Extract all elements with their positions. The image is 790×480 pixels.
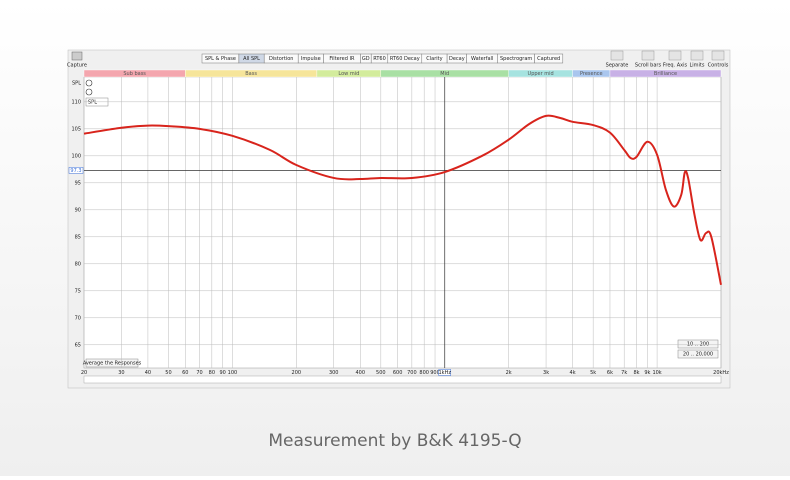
x-tick-label: 1kHz [439, 370, 452, 376]
tool-icon[interactable] [610, 50, 624, 61]
tab-label[interactable]: Captured [537, 56, 560, 62]
tool-icon[interactable] [690, 50, 704, 61]
tool-icon[interactable] [641, 50, 655, 61]
spl-select-text[interactable]: SPL [88, 100, 97, 106]
x-tick-label: 10k [652, 370, 661, 376]
range-button[interactable] [677, 339, 719, 349]
capture-label[interactable]: Capture [67, 63, 87, 69]
x-tick-label: 90 [220, 370, 226, 376]
tab-label[interactable]: Impulse [301, 56, 321, 62]
tab-label[interactable]: Clarity [426, 56, 442, 62]
x-tick-label: 500 [376, 370, 386, 376]
y-tick-label: 65 [75, 342, 81, 348]
tool-label[interactable]: Controls [708, 63, 729, 69]
tab-label[interactable]: Decay [449, 56, 465, 62]
x-tick-label: 9k [644, 370, 650, 376]
tab-label[interactable]: Waterfall [471, 56, 493, 62]
tab-label[interactable]: All SPL [243, 56, 260, 62]
tool-icon[interactable] [711, 50, 725, 61]
x-tick-label: 2k [506, 370, 512, 376]
y-tick-label: 70 [75, 315, 81, 321]
x-tick-label: 100 [228, 370, 238, 376]
y-tick-label: 110 [71, 99, 81, 105]
x-tick-label: 50 [165, 370, 171, 376]
zoom-out[interactable] [85, 88, 93, 96]
response-curve [83, 114, 722, 286]
average-button[interactable] [85, 358, 139, 368]
x-tick-label: 3k [543, 370, 549, 376]
x-tick-label: 200 [292, 370, 302, 376]
tool-label[interactable]: Freq. Axis [663, 63, 688, 69]
y-tick-label: 95 [75, 180, 81, 186]
average-button-text[interactable]: Average the Responses [83, 361, 142, 367]
zoom-in[interactable] [85, 79, 93, 87]
tool-icon[interactable] [668, 50, 682, 61]
tab-label[interactable]: GD [362, 56, 370, 62]
band-label: Bass [245, 71, 257, 77]
x-tick-label: 800 [419, 370, 429, 376]
x-tick-label: 8k [633, 370, 639, 376]
x-tick-label: 30 [118, 370, 124, 376]
x-tick-label: 7k [621, 370, 627, 376]
tab-label[interactable]: SPL & Phase [205, 56, 236, 62]
band-label: Low mid [338, 71, 359, 77]
y-axis-label: SPL [72, 81, 81, 87]
range-button-text[interactable]: 20 .. 20,000 [683, 352, 713, 358]
tab-label[interactable]: RT60 [373, 56, 386, 62]
y-tick-label: 85 [75, 234, 81, 240]
tool-label[interactable]: Limits [690, 63, 705, 69]
tool-label[interactable]: Separate [606, 63, 629, 69]
x-tick-label: 20kHz [713, 370, 729, 376]
band-label: Brilliance [654, 71, 677, 77]
band-label: Sub bass [123, 71, 146, 77]
y-tick-label: 75 [75, 288, 81, 294]
x-tick-label: 80 [209, 370, 215, 376]
tab[interactable] [534, 53, 564, 64]
x-tick-label: 400 [355, 370, 365, 376]
cursor-y-label: 97.3 [70, 168, 81, 174]
cursor-y-box [68, 167, 84, 174]
band-label: Mid [440, 71, 449, 77]
x-tick-label: 6k [607, 370, 613, 376]
range-button[interactable] [677, 349, 719, 359]
plot-area [83, 76, 722, 369]
x-tick-label: 70 [196, 370, 202, 376]
tool-label[interactable]: Scroll bars [635, 63, 662, 69]
caption: Measurement by B&K 4195-Q [268, 431, 521, 451]
x-tick-label: 900 [430, 370, 440, 376]
x-tick-label: 60 [182, 370, 188, 376]
band-label: Upper mid [528, 71, 554, 77]
y-tick-label: 90 [75, 207, 81, 213]
x-tick-label: 4k [570, 370, 576, 376]
tab-label[interactable]: RT60 Decay [390, 56, 420, 62]
y-tick-label: 105 [71, 126, 81, 132]
x-tick-label: 700 [407, 370, 417, 376]
range-button-text[interactable]: 10 .. 200 [687, 342, 709, 348]
y-tick-label: 80 [75, 261, 81, 267]
tab-label[interactable]: Filtered IR [329, 56, 355, 62]
tab-label[interactable]: Spectrogram [500, 56, 532, 62]
scrollbar[interactable] [83, 375, 722, 384]
capture-icon[interactable] [71, 51, 83, 61]
x-tick-label: 300 [329, 370, 339, 376]
x-tick-label: 5k [590, 370, 596, 376]
x-tick-label: 600 [393, 370, 403, 376]
band-label: Presence [580, 71, 603, 77]
tick-highlight [438, 369, 451, 376]
band [609, 69, 722, 78]
x-tick-label: 20 [81, 370, 87, 376]
tab-label[interactable]: Distortion [269, 56, 294, 62]
x-tick-label: 40 [145, 370, 151, 376]
y-tick-label: 100 [71, 153, 81, 159]
